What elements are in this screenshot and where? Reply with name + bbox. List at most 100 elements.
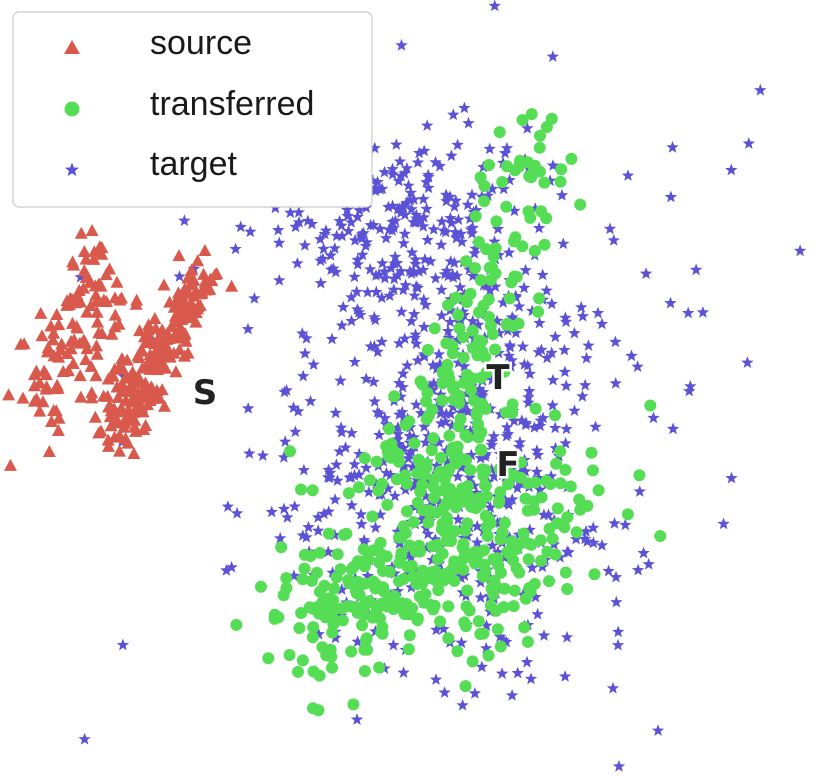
source-point (185, 263, 199, 276)
transferred-point (326, 661, 338, 674)
legend-label-transferred: transferred (150, 85, 314, 123)
target-point (345, 290, 358, 303)
source-point (52, 318, 66, 331)
transferred-point (358, 665, 371, 678)
transferred-point (445, 445, 458, 458)
target-point (602, 564, 615, 577)
target-point (419, 298, 432, 311)
transferred-point (480, 490, 493, 503)
target-point (412, 265, 426, 277)
target-point (439, 415, 452, 428)
transferred-point (574, 198, 587, 211)
target-point (330, 458, 343, 471)
transferred-point (376, 627, 389, 640)
target-point (447, 108, 460, 121)
target-point (116, 638, 130, 651)
target-point (455, 636, 468, 649)
target-point (507, 313, 520, 325)
legend-frame (12, 11, 373, 208)
target-point (456, 698, 469, 711)
target-point (589, 420, 602, 433)
target-point (642, 557, 655, 570)
source-point (97, 389, 111, 402)
transferred-point (474, 274, 487, 287)
transferred-point (564, 480, 577, 493)
transferred-point (381, 498, 394, 511)
target-point (447, 271, 460, 283)
target-point (498, 146, 512, 159)
target-point (305, 217, 319, 230)
transferred-point (453, 397, 466, 410)
transferred-point (401, 505, 413, 518)
source-point (64, 342, 78, 355)
target-point (318, 227, 331, 240)
transferred-point (554, 175, 567, 188)
transferred-point (484, 274, 497, 286)
target-point (361, 285, 374, 298)
transferred-point (532, 305, 545, 318)
target-point (530, 444, 544, 456)
transferred-point (295, 607, 308, 619)
target-point (329, 406, 342, 419)
cluster-label-f: F (496, 445, 519, 485)
target-point (408, 289, 421, 302)
transferred-point (395, 550, 408, 563)
target-point (398, 332, 411, 344)
source-point (129, 297, 143, 310)
transferred-point (490, 604, 503, 617)
target-point (265, 505, 278, 518)
target-point (335, 319, 349, 331)
target-point (487, 470, 501, 482)
target-point (516, 340, 529, 352)
target-point (472, 318, 485, 331)
target-point (446, 400, 460, 413)
source-point (118, 371, 132, 384)
transferred-point (488, 574, 501, 587)
target-point (334, 421, 348, 433)
target-point (493, 326, 506, 339)
source-point (186, 300, 200, 313)
transferred-point (528, 245, 541, 257)
target-point (437, 622, 450, 635)
target-point (442, 331, 455, 344)
target-point (404, 186, 417, 199)
target-point (506, 310, 519, 323)
source-point (169, 365, 183, 378)
transferred-point (442, 367, 455, 380)
target-point (410, 398, 423, 411)
transferred-point (427, 432, 440, 445)
target-point (317, 507, 331, 520)
target-point (369, 313, 382, 326)
transferred-point (538, 176, 551, 189)
target-point (345, 215, 358, 228)
target-point (433, 400, 447, 413)
source-point (47, 326, 61, 339)
target-point (391, 525, 404, 538)
target-point (521, 359, 534, 371)
target-point (452, 513, 465, 525)
target-point (610, 595, 623, 608)
target-point (531, 607, 544, 620)
target-point (368, 395, 381, 407)
transferred-point (345, 645, 358, 658)
transferred-point (470, 553, 483, 566)
transferred-point (437, 501, 450, 514)
source-point (89, 288, 103, 301)
target-point (595, 538, 609, 551)
target-point (503, 173, 516, 186)
source-point (129, 424, 143, 437)
transferred-point (320, 649, 333, 662)
target-point (543, 174, 557, 187)
target-point (451, 138, 464, 151)
target-point (461, 198, 474, 211)
transferred-point (517, 527, 530, 540)
target-point (536, 268, 549, 281)
transferred-point (535, 491, 548, 504)
target-point (348, 234, 362, 246)
target-point (530, 465, 543, 478)
target-point (314, 276, 327, 289)
transferred-point (506, 398, 519, 411)
target-point (609, 335, 622, 348)
target-point (419, 489, 432, 502)
source-point (158, 399, 172, 412)
